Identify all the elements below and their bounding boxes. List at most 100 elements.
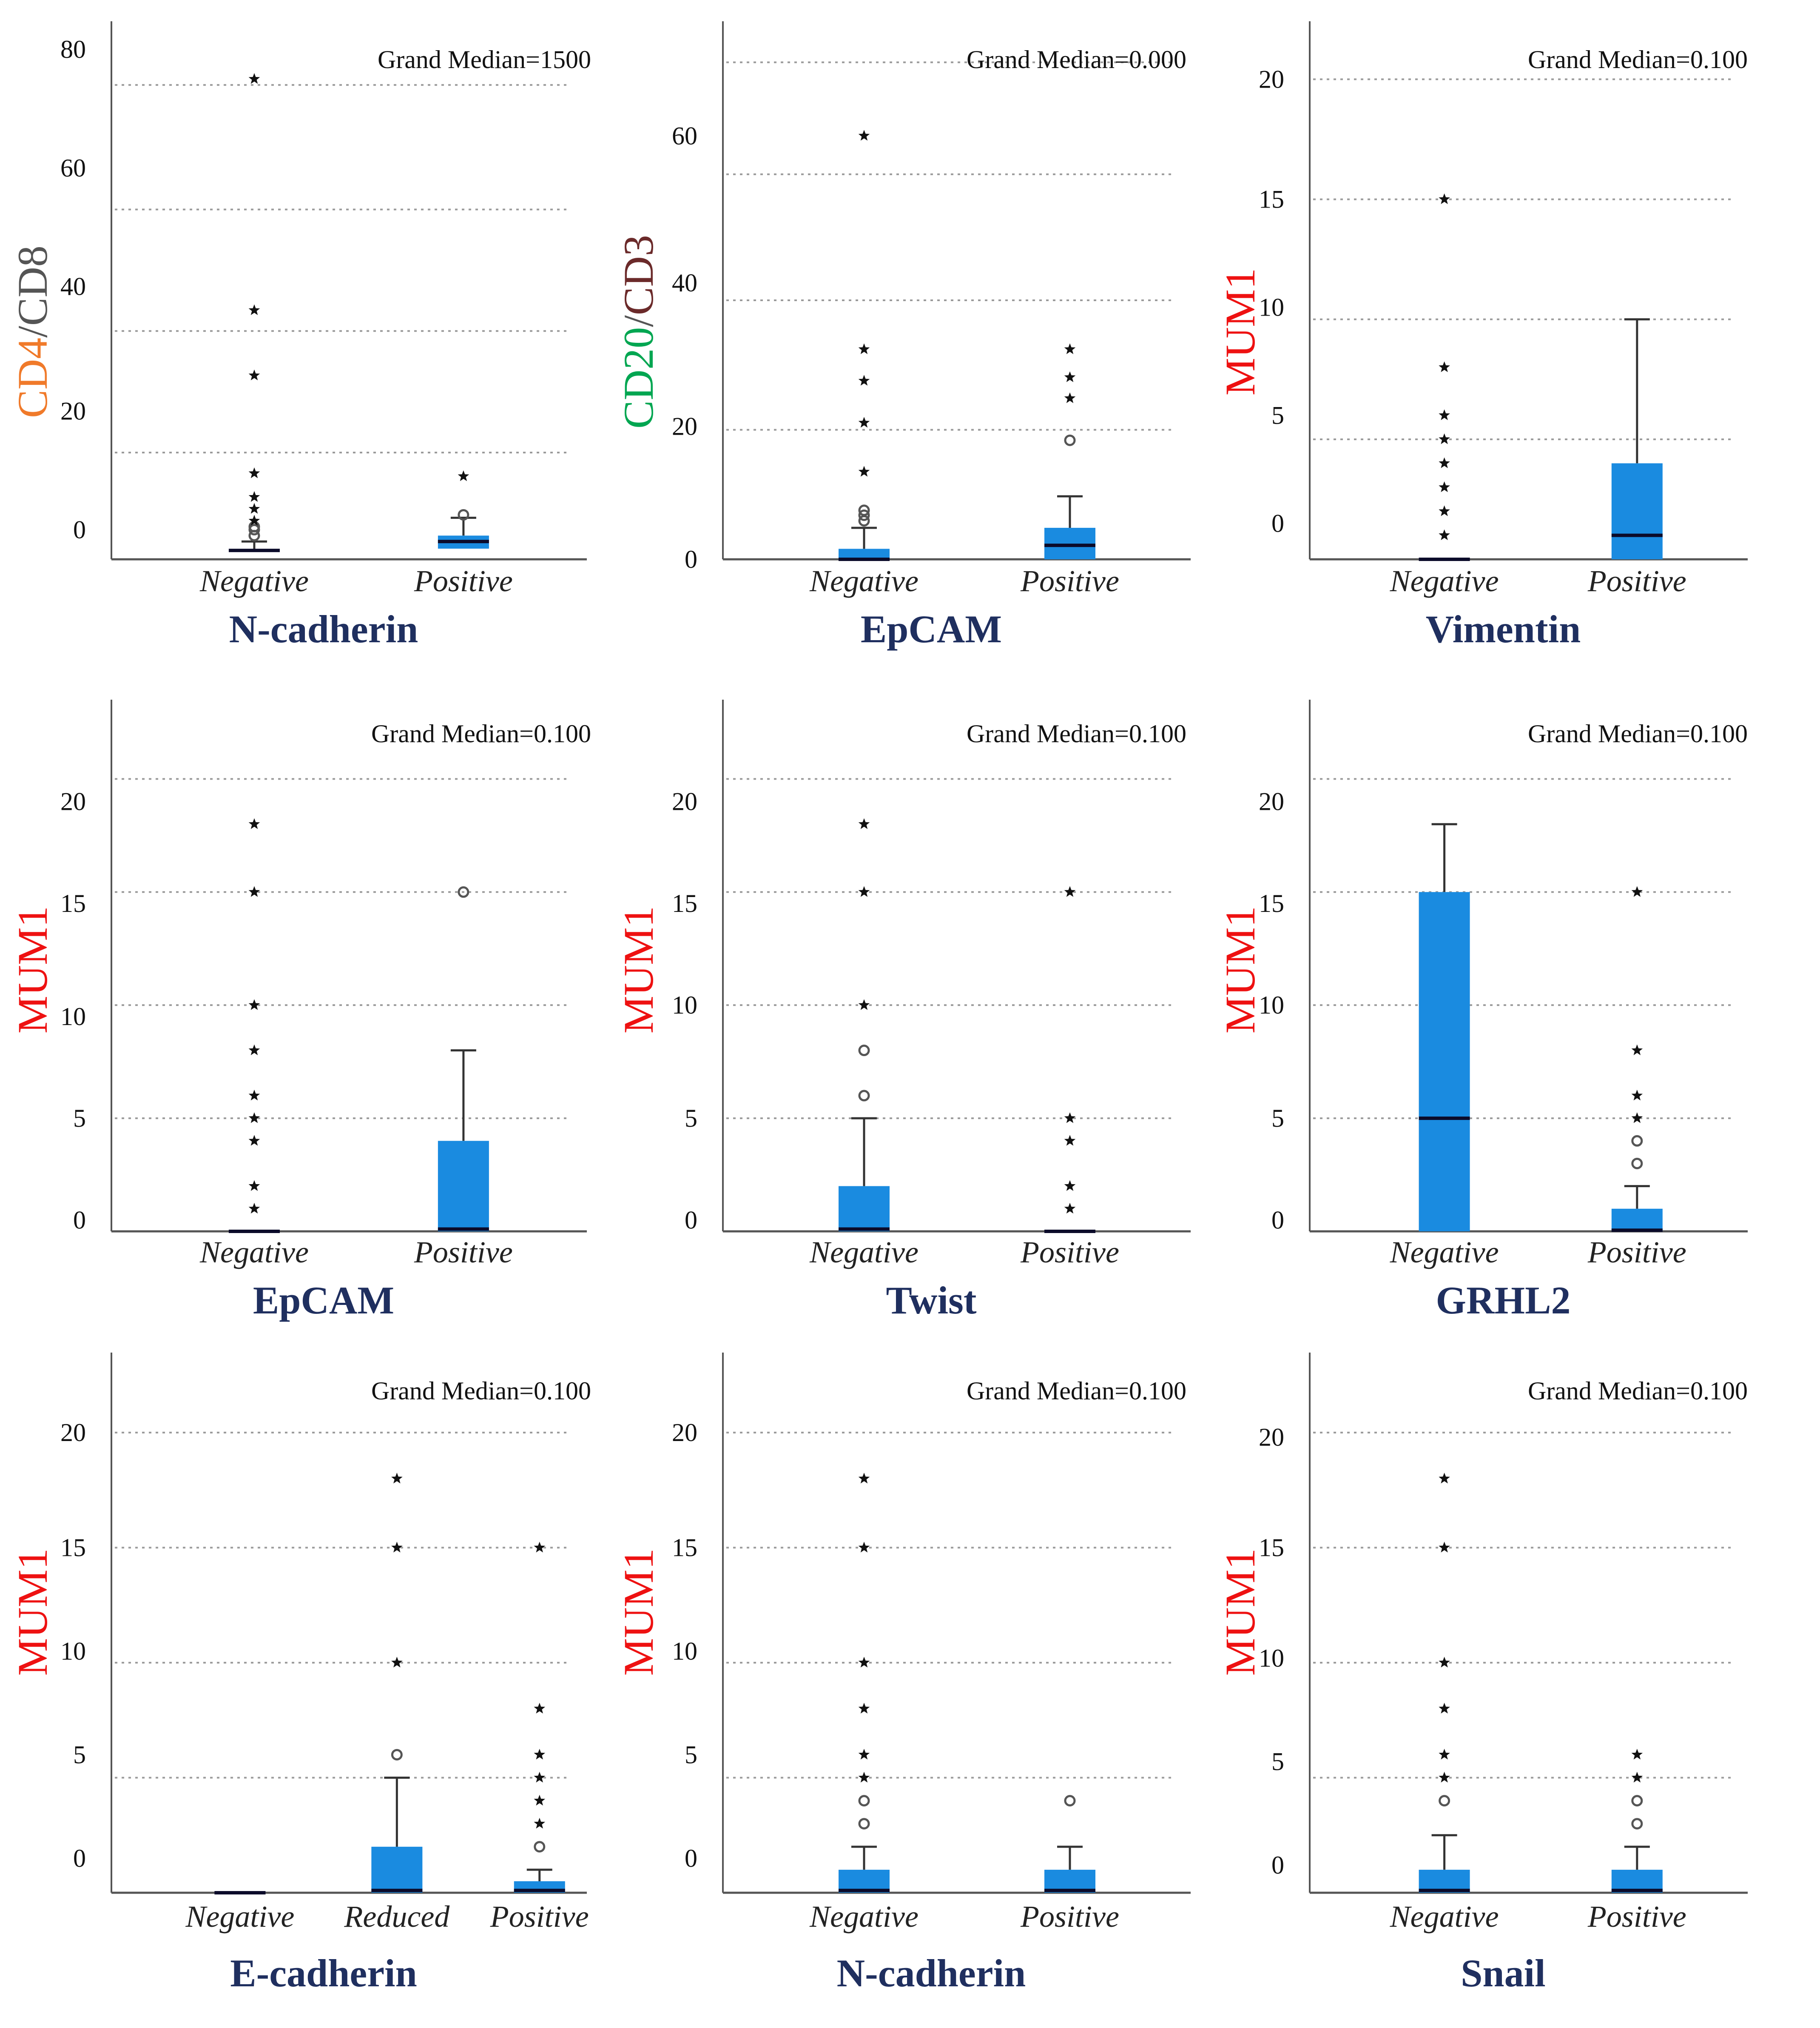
box-group-positive: Positive (1020, 886, 1119, 1269)
x-axis-title: N-cadherin (229, 607, 418, 651)
y-tick-label: 20 (1259, 1423, 1284, 1451)
category-label: Negative (1390, 1900, 1499, 1934)
y-tick-label: 40 (672, 269, 697, 297)
outlier-star (1439, 505, 1450, 516)
y-axis-title: MUM1 (615, 906, 662, 1034)
outlier-star (1439, 1703, 1450, 1714)
box (839, 549, 890, 559)
outlier-star (248, 1135, 260, 1146)
y-axis-title-part: MUM1 (615, 906, 662, 1034)
x-axis-title: Vimentin (1426, 607, 1581, 651)
box-group-positive: Positive (414, 886, 513, 1269)
box (1419, 892, 1470, 1231)
outlier-circle (858, 1090, 870, 1102)
y-tick-label: 10 (672, 1637, 697, 1665)
outlier-star (248, 1180, 260, 1191)
box-group-negative: Negative (1390, 193, 1499, 598)
y-tick-label: 5 (73, 1104, 86, 1132)
category-label: Positive (1020, 564, 1119, 598)
grand-median-annotation: Grand Median=0.100 (1528, 1377, 1748, 1405)
outlier-star (1439, 1772, 1450, 1783)
outlier-star (858, 1772, 870, 1783)
outlier-star (248, 1112, 260, 1123)
y-axis-title: MUM1 (1217, 268, 1264, 396)
outlier-star (1064, 1180, 1076, 1191)
y-tick-label: 15 (60, 889, 86, 917)
outlier-star (1064, 1135, 1076, 1146)
outlier-star (248, 503, 260, 514)
outlier-circle (858, 504, 870, 516)
outlier-star (248, 1044, 260, 1055)
outlier-star (1064, 1112, 1076, 1123)
y-tick-label: 5 (1271, 1104, 1284, 1132)
outlier-circle (458, 886, 469, 898)
box-group-positive: Positive (490, 1541, 589, 1934)
outlier-star (858, 818, 870, 829)
outlier-star (248, 1202, 260, 1214)
panel-5: 0 5 10 15 20 Grand Median=0.100 MUM1 Twist Negat… (615, 700, 1191, 1322)
box (371, 1846, 423, 1893)
y-tick-label: 20 (60, 397, 86, 425)
outlier-star (858, 466, 870, 477)
outlier-star (391, 1657, 403, 1668)
x-axis-title: Snail (1461, 1951, 1545, 1995)
y-tick-label: 0 (73, 516, 86, 544)
outlier-circle (534, 1841, 546, 1853)
y-tick-label: 5 (685, 1740, 697, 1769)
y-axis-title: CD4/CD8 (9, 245, 56, 418)
y-tick-label: 10 (1259, 293, 1284, 322)
box-group-reduced: Reduced (344, 1473, 450, 1934)
box-group-positive: Positive (1587, 318, 1686, 598)
outlier-star (1439, 1749, 1450, 1760)
x-axis-title: EpCAM (253, 1279, 394, 1322)
outlier-star (858, 130, 870, 141)
y-tick-label: 20 (60, 1418, 86, 1447)
outlier-star (858, 343, 870, 354)
panel-9: 0 5 10 15 20 Grand Median=0.100 MUM1 Snail Negat… (1217, 1353, 1748, 1995)
category-label: Positive (1587, 1235, 1686, 1269)
x-axis-title: N-cadherin (837, 1951, 1026, 1995)
outlier-star (858, 999, 870, 1010)
outlier-star (248, 467, 260, 479)
outlier-circle (858, 1045, 870, 1057)
outlier-circle (1631, 1157, 1643, 1169)
panel-6: 0 5 10 15 20 Grand Median=0.100 MUM1 GRHL2 Negat… (1217, 700, 1748, 1322)
outlier-circle (1439, 1795, 1450, 1807)
y-tick-label: 20 (672, 788, 697, 816)
outlier-star (1439, 1473, 1450, 1484)
outlier-star (391, 1473, 403, 1484)
grand-median-annotation: Grand Median=0.100 (371, 720, 591, 748)
outlier-star (248, 515, 260, 526)
panel-8: 0 5 10 15 20 Grand Median=0.100 MUM1 N-cadherin… (615, 1353, 1191, 1995)
box-group-positive: Positive (1587, 1749, 1686, 1934)
box-group-negative: Negative (809, 818, 919, 1269)
grand-median-annotation: Grand Median=1500 (378, 46, 591, 74)
outlier-star (1631, 886, 1643, 897)
box-group-negative: Negative (809, 130, 919, 598)
panel-4: 0 5 10 15 20 Grand Median=0.100 MUM1 EpCAM Negat… (9, 700, 591, 1322)
y-tick-label: 10 (672, 991, 697, 1019)
outlier-star (1631, 1044, 1643, 1055)
panel-2: 0 20 40 60 Grand Median=0.000 CD20/CD3 EpCAM Ne… (615, 21, 1191, 651)
category-label: Positive (414, 1235, 513, 1269)
category-label: Negative (199, 1235, 309, 1269)
box-group-negative: Negative (1390, 823, 1499, 1269)
category-label: Positive (1587, 564, 1686, 598)
x-axis-title: EpCAM (861, 607, 1002, 651)
y-tick-label: 20 (1259, 788, 1284, 816)
outlier-star (858, 1703, 870, 1714)
outlier-star (858, 375, 870, 386)
y-axis-title: MUM1 (1217, 1548, 1264, 1676)
outlier-star (858, 1541, 870, 1552)
y-tick-label: 0 (1271, 1851, 1284, 1879)
outlier-circle (458, 509, 469, 521)
y-tick-label: 20 (672, 1418, 697, 1447)
outlier-star (858, 1473, 870, 1484)
y-tick-label: 5 (73, 1740, 86, 1769)
outlier-star (1064, 343, 1076, 354)
y-axis-title-part: CD8 (9, 245, 56, 326)
box (1044, 527, 1095, 559)
outlier-star (1439, 481, 1450, 492)
y-tick-label: 15 (1259, 1534, 1284, 1562)
outlier-circle (391, 1749, 403, 1760)
